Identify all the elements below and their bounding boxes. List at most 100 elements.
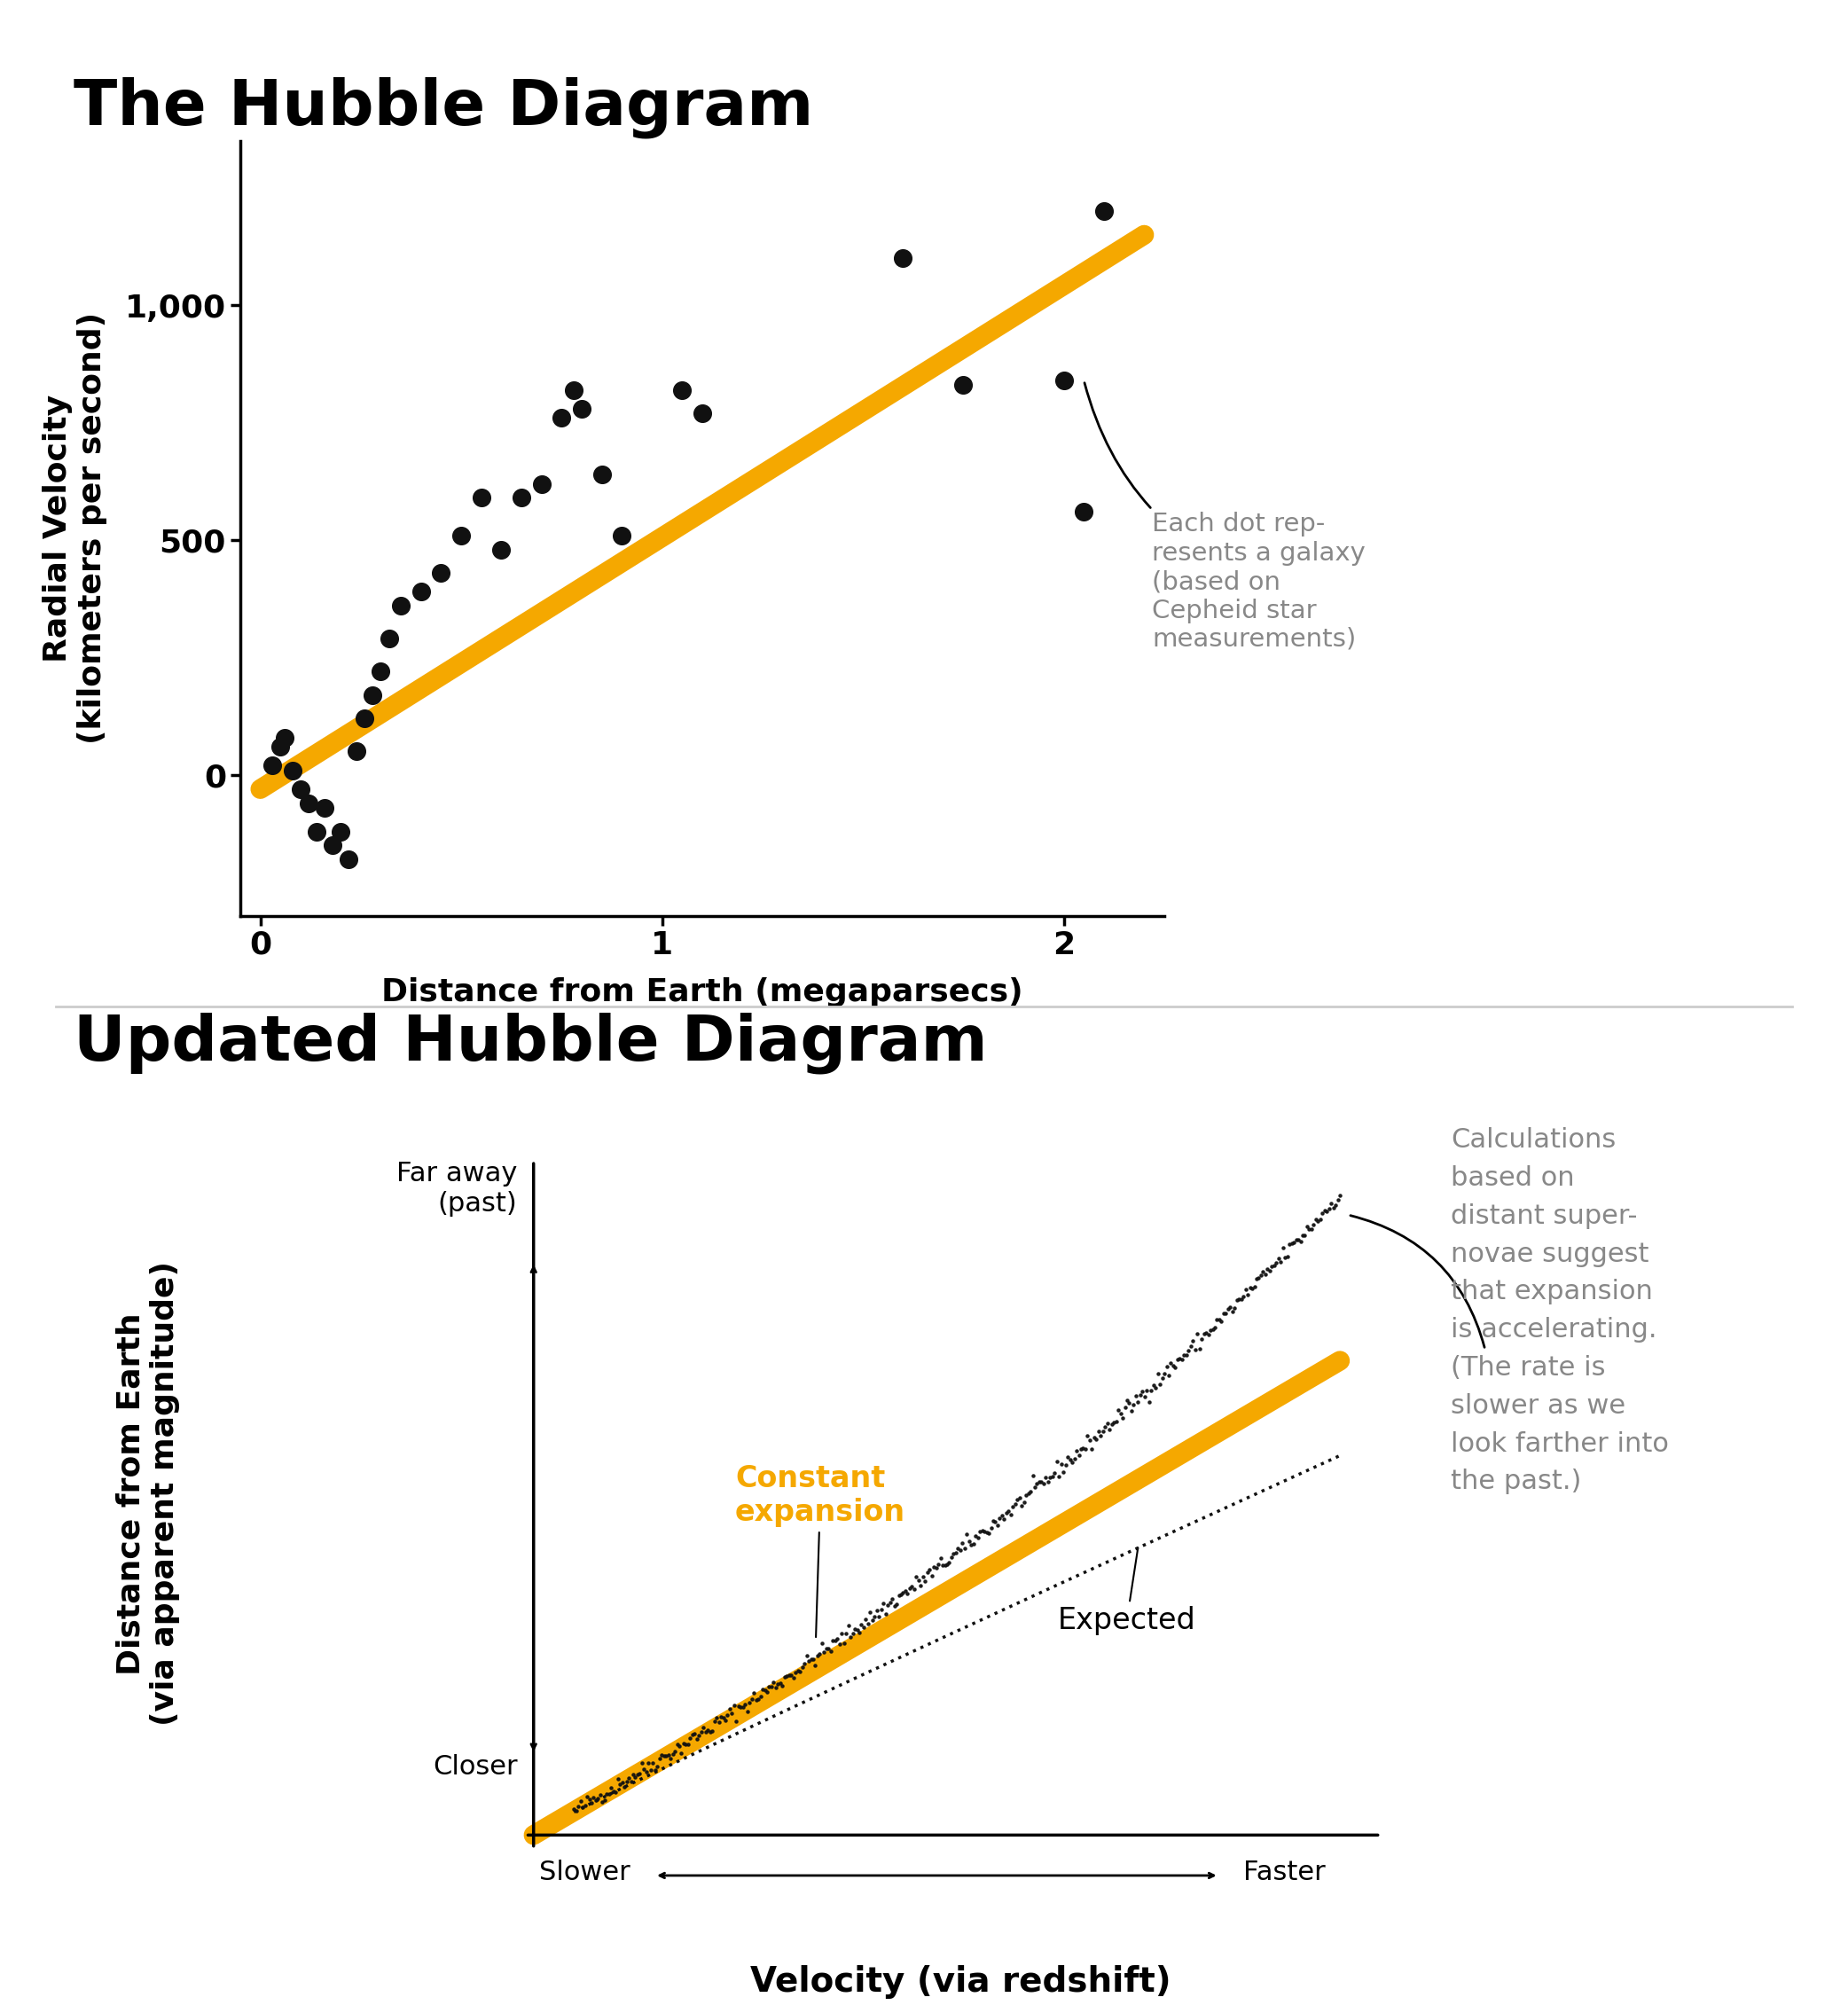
Point <box>1079 1421 1109 1453</box>
Point <box>845 1616 874 1649</box>
Point <box>1114 1387 1144 1419</box>
Point <box>1042 1445 1072 1478</box>
Point <box>939 1538 968 1570</box>
Point <box>1035 1461 1064 1494</box>
Point <box>721 1705 750 1737</box>
Point <box>1319 1192 1349 1224</box>
Point <box>294 787 323 819</box>
Point <box>992 1496 1022 1528</box>
Point <box>1064 1439 1094 1472</box>
Point <box>856 1596 885 1629</box>
Point <box>750 1675 780 1707</box>
Point <box>1175 1331 1205 1363</box>
Point <box>650 1739 680 1771</box>
Point <box>689 1711 719 1743</box>
Point <box>1292 1210 1321 1242</box>
Point <box>697 1715 726 1747</box>
Point <box>567 1792 597 1824</box>
Point <box>1059 1443 1088 1476</box>
Point <box>719 1689 748 1721</box>
Point <box>342 735 371 767</box>
Point <box>1207 1306 1236 1339</box>
Point <box>1092 1407 1122 1439</box>
Point <box>407 576 436 608</box>
Point <box>791 1641 821 1673</box>
Point <box>602 1763 632 1796</box>
Point <box>867 1594 896 1627</box>
Point <box>1083 1415 1112 1447</box>
Point <box>684 1719 713 1751</box>
Point <box>1118 1389 1148 1421</box>
Point <box>573 1782 602 1814</box>
Point <box>1303 1206 1332 1238</box>
Point <box>817 1635 846 1667</box>
Point <box>1046 1447 1076 1480</box>
Point <box>1159 1349 1188 1381</box>
Point <box>809 1637 839 1669</box>
Point <box>1183 1319 1212 1351</box>
Point <box>1050 364 1079 397</box>
Point <box>1007 1490 1037 1522</box>
Point <box>1070 495 1100 527</box>
Point <box>1242 1262 1271 1294</box>
Point <box>1321 1190 1351 1222</box>
Point <box>942 1532 972 1564</box>
Point <box>1146 1369 1175 1401</box>
Point <box>931 1548 961 1580</box>
Point <box>1223 1282 1253 1314</box>
Point <box>778 1663 808 1695</box>
Point <box>736 1687 765 1719</box>
Point <box>614 1761 643 1794</box>
Text: The Hubble Diagram: The Hubble Diagram <box>74 76 813 139</box>
Point <box>756 1671 785 1703</box>
Point <box>957 1530 987 1562</box>
Point <box>669 1727 699 1759</box>
Point <box>928 1548 957 1580</box>
Point <box>782 1657 811 1689</box>
Point <box>1290 1220 1319 1252</box>
Point <box>1111 1391 1140 1423</box>
Point <box>787 1651 817 1683</box>
Point <box>1052 1449 1081 1482</box>
Point <box>1164 1343 1194 1375</box>
Point <box>1301 1204 1331 1236</box>
Point <box>1323 1184 1353 1216</box>
Point <box>687 397 717 429</box>
Point <box>591 1777 621 1810</box>
Point <box>765 1667 795 1699</box>
Text: Calculations
based on
distant super-
novae suggest
that expansion
is acceleratin: Calculations based on distant super- nov… <box>1451 1127 1669 1494</box>
Point <box>798 1643 828 1675</box>
Point <box>922 1552 952 1584</box>
Point <box>1299 1208 1329 1240</box>
Point <box>974 1518 1003 1550</box>
Point <box>708 1701 737 1733</box>
Point <box>711 1705 741 1737</box>
Point <box>1112 1385 1142 1417</box>
Point <box>1122 1379 1151 1411</box>
Point <box>626 1747 656 1779</box>
Point <box>881 1588 911 1620</box>
Point <box>702 1701 732 1733</box>
Point <box>1053 1441 1083 1474</box>
Point <box>771 1661 800 1693</box>
Point <box>970 1516 1000 1548</box>
Point <box>686 1715 715 1747</box>
Y-axis label: Radial Velocity
(kilometers per second): Radial Velocity (kilometers per second) <box>43 312 107 745</box>
Point <box>1018 1459 1048 1492</box>
Point <box>578 1782 608 1814</box>
Point <box>1124 1385 1153 1417</box>
Point <box>737 1683 767 1715</box>
Point <box>772 1661 802 1693</box>
Point <box>660 1735 689 1767</box>
Point <box>678 1719 708 1751</box>
Point <box>1194 1319 1223 1351</box>
Point <box>784 1655 813 1687</box>
Point <box>1087 1419 1116 1451</box>
Point <box>693 1713 723 1745</box>
Point <box>1107 1401 1137 1433</box>
Point <box>819 1624 848 1657</box>
Point <box>1294 1212 1323 1244</box>
Point <box>586 1777 615 1810</box>
Point <box>1284 1224 1314 1256</box>
Point <box>1072 1419 1101 1451</box>
